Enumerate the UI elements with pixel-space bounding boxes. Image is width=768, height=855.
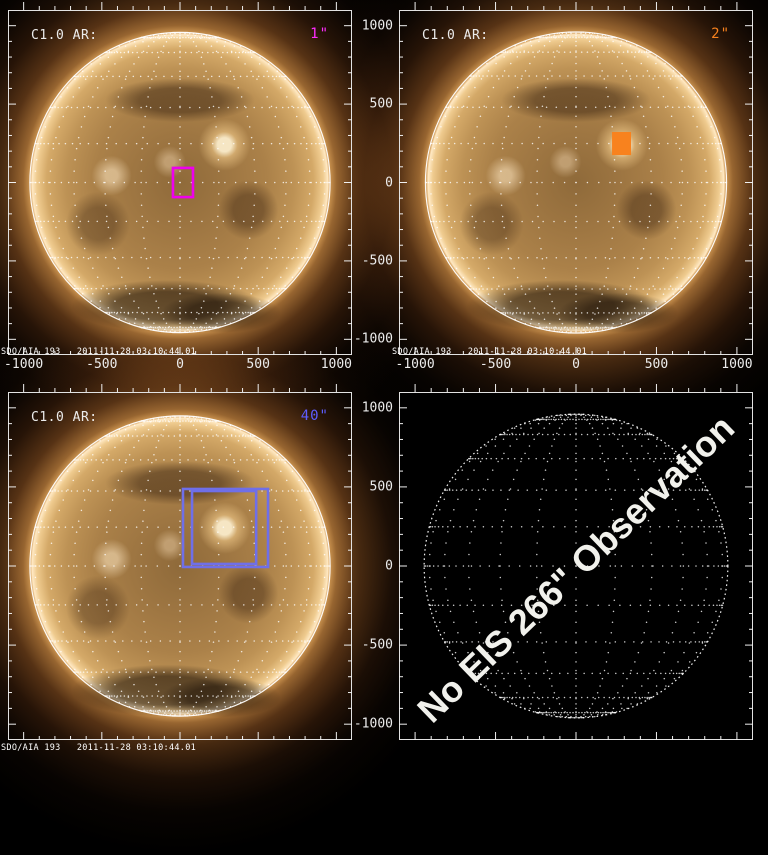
- y-tick-label: 1000: [361, 18, 393, 34]
- y-tick-label: 500: [369, 479, 393, 495]
- y-tick-label: 0: [385, 558, 393, 574]
- y-tick-label: -500: [361, 637, 393, 653]
- plot-frame: [399, 10, 753, 355]
- plot-frame: [8, 10, 352, 355]
- slit-width-label: 1": [310, 26, 329, 42]
- panel-title: C1.0 AR:: [31, 28, 98, 43]
- panel-slit-266arcsec-empty: -1000 -500 0 500 1000 No EIS 266" Observatio…: [354, 384, 753, 740]
- x-tick-label: -500: [479, 357, 512, 372]
- y-tick-label: 1000: [361, 400, 393, 416]
- slit-width-label: 2": [711, 26, 730, 42]
- panel-title: C1.0 AR:: [422, 28, 489, 43]
- y-tick-label: -500: [361, 253, 393, 269]
- x-tick-label: 0: [572, 357, 580, 372]
- y-tick-label: 500: [369, 96, 393, 112]
- y-tick-label: -1000: [353, 716, 393, 732]
- x-tick-label: 1000: [320, 357, 353, 372]
- x-tick-label: 500: [644, 357, 669, 372]
- sun-disk-image: [9, 393, 351, 739]
- y-tick-label: 0: [385, 175, 393, 190]
- x-tick-label: 0: [176, 357, 184, 372]
- image-caption: SDO/AIA 193 2011-11-28 03:10:44.01: [392, 347, 588, 357]
- panel-title: C1.0 AR:: [31, 410, 98, 425]
- image-caption: SDO/AIA 193 2011-11-28 03:10:44.01: [1, 743, 197, 753]
- x-tick-label: -500: [86, 357, 118, 372]
- panel-slit-1arcsec: C1.0 AR: 1" SDO/AIA 193 2011-11-28 03:10…: [0, 0, 467, 470]
- x-tick-label: 500: [246, 357, 270, 372]
- sun-disk-image: [400, 11, 752, 354]
- x-tick-label: 1000: [721, 357, 753, 372]
- panel-slit-40arcsec: C1.0 AR: 40" SDO/AIA 193 2011-11-28 03:1…: [0, 277, 467, 855]
- x-tick-label: -1000: [395, 357, 435, 372]
- y-tick-label: -1000: [353, 331, 393, 347]
- slit-width-label: 40": [300, 408, 329, 424]
- image-caption: SDO/AIA 193 2011-11-28 03:10:44.01: [1, 347, 197, 357]
- x-tick-label: -1000: [4, 357, 44, 372]
- panel-slit-2arcsec: C1.0 AR: 2" SDO/AIA 193 2011-11-28 03:10…: [284, 0, 768, 470]
- plot-frame: [8, 392, 352, 740]
- sun-disk-image: [9, 11, 351, 354]
